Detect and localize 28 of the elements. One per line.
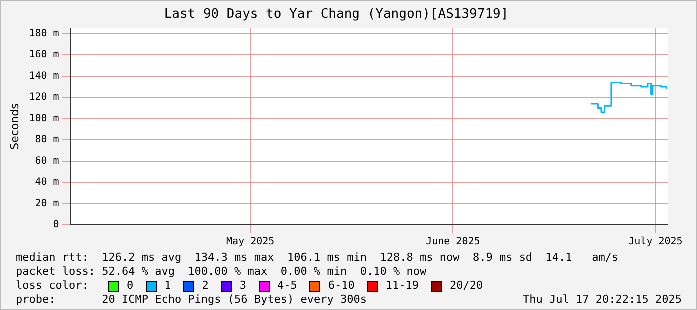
text: 6-10 bbox=[328, 279, 355, 293]
text: 11-19 bbox=[386, 279, 419, 293]
text: 2 bbox=[202, 279, 209, 293]
text: 4-5 bbox=[278, 279, 298, 293]
y-tick-label: 180 m bbox=[29, 28, 60, 40]
text: 20/20 bbox=[450, 279, 484, 293]
y-tick-label: 120 m bbox=[29, 92, 60, 104]
y-tick-label: 60 m bbox=[35, 156, 60, 167]
x-tick-label: July 2025 bbox=[628, 236, 683, 248]
x-tick-label: May 2025 bbox=[226, 236, 275, 248]
y-tick-label: 160 m bbox=[29, 50, 60, 61]
text: probe: 20 ICMP Echo Pings (56 Bytes) every 300s bbox=[16, 293, 367, 307]
y-tick-label: 100 m bbox=[29, 113, 60, 124]
text: packet loss: 52.64 % avg 100.00 % max 0.00 % min 0.10 % now bbox=[16, 265, 428, 279]
y-axis-title: Seconds bbox=[8, 103, 22, 150]
y-tick-label: 20 m bbox=[35, 198, 60, 210]
text: 3 bbox=[240, 279, 246, 293]
text: 1 bbox=[164, 279, 172, 293]
y-tick-label: 40 m bbox=[35, 177, 60, 188]
y-tick-label: 0 bbox=[53, 220, 60, 231]
text: Thu Jul 17 20:22:15 2025 bbox=[523, 293, 682, 307]
chart-title: Last 90 Days to Yar Chang (Yangon)[AS139719] bbox=[164, 7, 509, 22]
text: loss color: bbox=[16, 279, 90, 293]
text: median rtt: 126.2 ms avg 134.3 ms max 106.1 ms min 128.8 ms now 8.9 ms sd 14.1 am/s bbox=[16, 251, 620, 265]
text: 0 bbox=[127, 279, 134, 293]
y-tick-label: 140 m bbox=[29, 70, 60, 82]
x-tick-label: June 2025 bbox=[426, 236, 480, 248]
y-tick-label: 80 m bbox=[35, 134, 60, 146]
